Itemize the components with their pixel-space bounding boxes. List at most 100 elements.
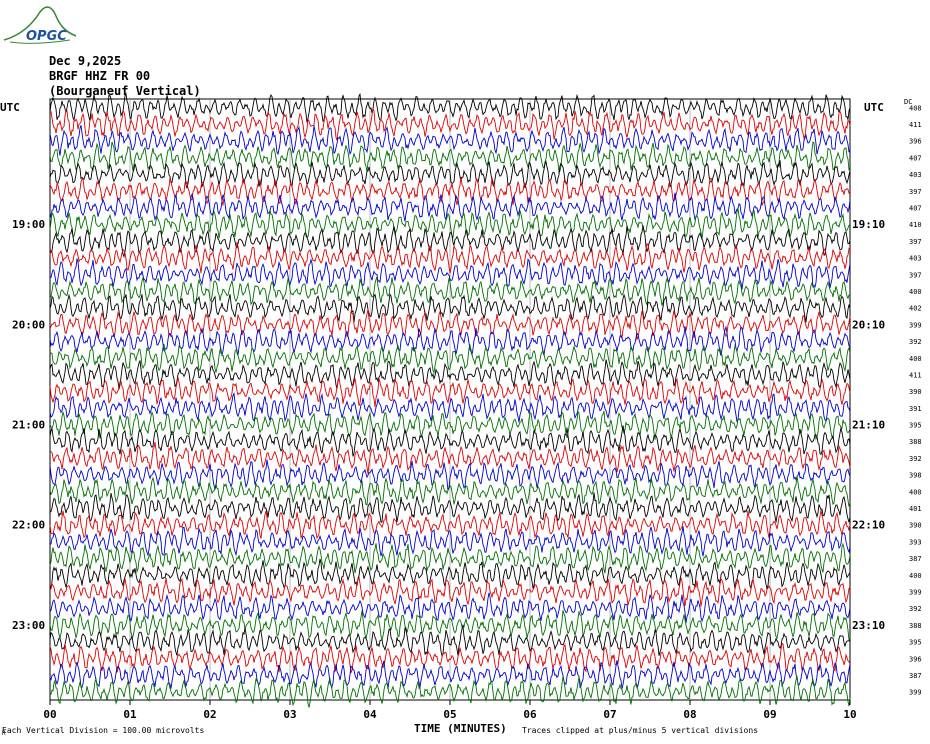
right-time-label: 21:10	[852, 419, 885, 432]
seismic-trace	[49, 610, 851, 642]
dc-offset-value: 403	[909, 171, 922, 179]
dc-offset-value: 400	[909, 488, 922, 496]
opgc-logo: OPGC	[3, 6, 77, 44]
utc-label-right: UTC	[864, 101, 884, 114]
dc-offset-value: 395	[909, 422, 922, 430]
x-tick-label: 00	[43, 708, 56, 721]
seismic-trace	[49, 92, 851, 123]
dc-offset-value: 396	[909, 655, 922, 663]
seismic-trace	[49, 258, 851, 290]
seismic-trace	[49, 242, 851, 274]
dc-offset-value: 402	[909, 305, 922, 313]
seismic-trace	[49, 624, 851, 658]
seismic-trace	[49, 526, 851, 557]
dc-offset-value: 393	[909, 538, 922, 546]
seismic-trace	[49, 475, 851, 507]
seismic-trace	[49, 509, 851, 540]
dc-offset-value: 411	[909, 121, 922, 129]
x-tick-label: 08	[683, 708, 696, 721]
right-time-label: 22:10	[852, 519, 885, 532]
dc-offset-value: 388	[909, 438, 922, 446]
left-time-label: 21:00	[12, 419, 45, 432]
seismic-trace	[49, 141, 851, 174]
seismic-trace	[49, 542, 851, 574]
x-tick-label: 10	[843, 708, 856, 721]
seismic-trace	[49, 425, 851, 457]
seismic-trace	[49, 276, 851, 307]
dc-column-label: DC	[904, 98, 913, 106]
dc-offset-value: 392	[909, 455, 922, 463]
x-tick-label: 05	[443, 708, 456, 721]
dc-offset-value: 399	[909, 321, 922, 329]
dc-offset-value: 400	[909, 572, 922, 580]
seismic-trace	[49, 208, 851, 240]
x-tick-label: 09	[763, 708, 776, 721]
left-time-label: 19:00	[12, 218, 45, 231]
dc-offset-value: 392	[909, 338, 922, 346]
seismic-traces	[49, 92, 851, 708]
seismic-trace	[49, 293, 851, 324]
x-axis-ticks: 00 01 02 03 04 05 06 07 08 09 10	[43, 700, 857, 721]
x-tick-label: 07	[603, 708, 616, 721]
left-time-label: 23:00	[12, 619, 45, 632]
seismic-trace	[49, 642, 851, 673]
dc-offset-value: 403	[909, 255, 922, 263]
x-tick-label: 03	[283, 708, 296, 721]
plot-date: Dec 9,2025	[49, 54, 122, 68]
dc-offset-value: 411	[909, 371, 922, 379]
dc-offset-value: 392	[909, 605, 922, 613]
seismic-trace	[49, 558, 851, 591]
seismic-trace	[49, 359, 851, 390]
seismic-trace	[49, 410, 851, 441]
seismic-trace	[49, 160, 851, 189]
seismic-trace	[50, 108, 851, 142]
seismic-trace	[49, 675, 851, 708]
dc-offset-value: 401	[909, 505, 922, 513]
dc-offset-value: 390	[909, 388, 922, 396]
dc-offset-value: 396	[909, 138, 922, 146]
seismic-trace	[49, 176, 851, 206]
x-tick-label: 02	[203, 708, 216, 721]
seismic-trace	[49, 392, 851, 423]
dc-offset-value: 390	[909, 522, 922, 530]
dc-offset-value: 397	[909, 188, 922, 196]
seismic-trace	[49, 309, 851, 341]
seismic-trace	[49, 575, 851, 607]
dc-offset-value: 387	[909, 555, 922, 563]
x-tick-label: 06	[523, 708, 537, 721]
dc-offset-value: 410	[909, 221, 922, 229]
utc-label-left: UTC	[0, 101, 20, 114]
dc-offset-value: 395	[909, 639, 922, 647]
dc-offset-value: 408	[909, 104, 922, 112]
dc-offset-value: 407	[909, 205, 922, 213]
seismic-trace	[49, 325, 851, 356]
dc-offset-value: 400	[909, 355, 922, 363]
x-axis-label: TIME (MINUTES)	[414, 722, 507, 735]
dc-offset-value: 397	[909, 238, 922, 246]
corner-mark: R	[2, 730, 6, 737]
right-time-label: 20:10	[852, 318, 885, 331]
dc-offset-value: 388	[909, 622, 922, 630]
dc-offset-values: 408 411 396 407 403 397 407 410 397 403 397 400 402 3…	[909, 104, 922, 696]
clipping-note: Traces clipped at plus/minus 5 vertical …	[522, 726, 759, 735]
dc-offset-value: 400	[909, 288, 922, 296]
left-time-label: 20:00	[12, 318, 45, 331]
dc-offset-value: 399	[909, 689, 922, 697]
seismic-trace	[49, 660, 851, 690]
opgc-logo-text: OPGC	[26, 29, 67, 44]
seismic-trace	[49, 377, 851, 408]
right-time-label: 23:10	[852, 619, 885, 632]
dc-offset-value: 407	[909, 154, 922, 162]
seismic-trace	[49, 125, 851, 156]
dc-offset-value: 398	[909, 472, 922, 480]
seismic-trace	[49, 492, 851, 523]
right-time-labels: 19:10 20:10 21:10 22:10 23:10	[852, 218, 885, 632]
vertical-scale-note: Each Vertical Division = 100.00 microvol…	[2, 726, 205, 735]
seismic-trace	[49, 592, 851, 623]
dc-offset-value: 397	[909, 271, 922, 279]
seismic-trace	[49, 192, 851, 222]
dc-offset-value: 391	[909, 405, 922, 413]
left-time-label: 22:00	[12, 519, 45, 532]
x-tick-label: 04	[363, 708, 377, 721]
